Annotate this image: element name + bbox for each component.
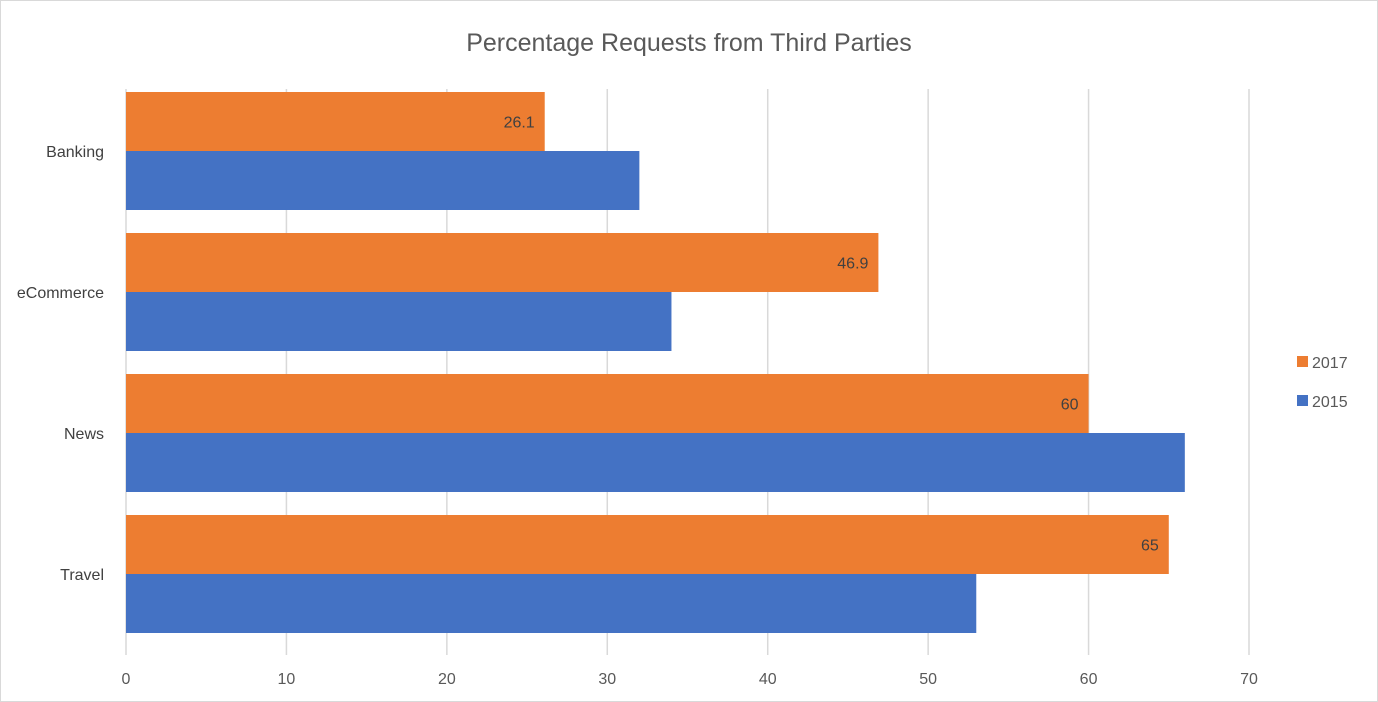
legend-swatch-2017[interactable] bbox=[1297, 356, 1308, 367]
chart-title: Percentage Requests from Third Parties bbox=[466, 29, 912, 57]
legend-swatch-2015[interactable] bbox=[1297, 395, 1308, 406]
bar-2015-travel bbox=[126, 574, 977, 633]
legend-label[interactable]: 2017 bbox=[1312, 355, 1348, 372]
bar-2017-banking bbox=[126, 92, 545, 151]
y-category-label: News bbox=[64, 426, 104, 443]
bar-2017-ecommerce bbox=[126, 233, 879, 292]
x-axis: 0 10 20 30 40 50 60 70 bbox=[122, 671, 1258, 688]
bar-2015-news bbox=[126, 433, 1185, 492]
data-labels: 26.1 46.9 60 65 bbox=[504, 115, 1159, 555]
y-category-label: Travel bbox=[60, 567, 104, 584]
bar-2015-banking bbox=[126, 151, 640, 210]
x-tick-label: 50 bbox=[919, 671, 937, 688]
y-axis: Banking eCommerce News Travel bbox=[17, 144, 104, 584]
x-tick-label: 10 bbox=[278, 671, 296, 688]
bars bbox=[126, 92, 1185, 633]
bar-2015-ecommerce bbox=[126, 292, 672, 351]
x-tick-label: 0 bbox=[122, 671, 131, 688]
x-tick-label: 70 bbox=[1240, 671, 1258, 688]
data-label: 26.1 bbox=[504, 115, 535, 132]
bar-2017-news bbox=[126, 374, 1089, 433]
y-category-label: eCommerce bbox=[17, 285, 104, 302]
legend-label[interactable]: 2015 bbox=[1312, 394, 1348, 411]
x-tick-label: 40 bbox=[759, 671, 777, 688]
legend[interactable]: 2017 2015 bbox=[1297, 355, 1348, 411]
data-label: 60 bbox=[1061, 397, 1079, 414]
data-label: 46.9 bbox=[837, 256, 868, 273]
x-tick-label: 20 bbox=[438, 671, 456, 688]
bar-2017-travel bbox=[126, 515, 1169, 574]
y-category-label: Banking bbox=[46, 144, 104, 161]
x-tick-label: 60 bbox=[1080, 671, 1098, 688]
x-tick-label: 30 bbox=[598, 671, 616, 688]
data-label: 65 bbox=[1141, 538, 1159, 555]
